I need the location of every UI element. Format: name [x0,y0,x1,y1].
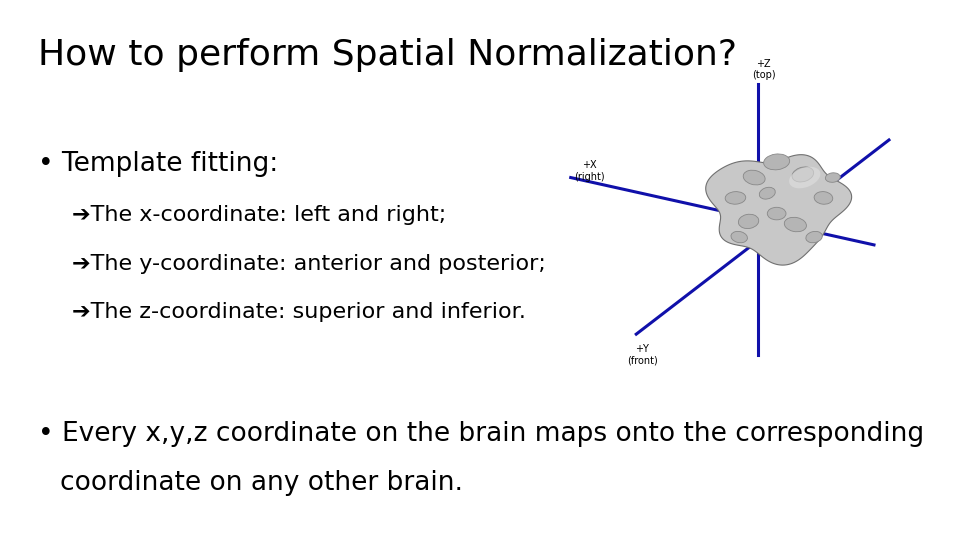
Polygon shape [706,154,852,265]
Ellipse shape [814,192,832,204]
Ellipse shape [731,231,748,243]
Text: • Template fitting:: • Template fitting: [38,151,278,177]
Text: coordinate on any other brain.: coordinate on any other brain. [60,470,463,496]
Ellipse shape [725,192,746,204]
Text: ➔The z-coordinate: superior and inferior.: ➔The z-coordinate: superior and inferior… [72,302,526,322]
Text: ➔The x-coordinate: left and right;: ➔The x-coordinate: left and right; [72,205,446,225]
Ellipse shape [743,170,765,185]
Ellipse shape [767,207,786,220]
Ellipse shape [759,187,776,199]
Ellipse shape [826,173,840,183]
Ellipse shape [792,167,814,182]
Ellipse shape [789,167,821,188]
Ellipse shape [805,231,823,243]
Text: +X
(right): +X (right) [574,160,605,182]
Text: • Every x,y,z coordinate on the brain maps onto the corresponding: • Every x,y,z coordinate on the brain ma… [38,421,924,447]
Ellipse shape [738,214,758,228]
Text: +Y
(front): +Y (front) [627,343,658,365]
Text: ➔The y-coordinate: anterior and posterior;: ➔The y-coordinate: anterior and posterio… [72,254,546,274]
Ellipse shape [763,154,790,170]
Text: +Z
(top): +Z (top) [752,59,776,80]
Ellipse shape [784,217,806,232]
Text: How to perform Spatial Normalization?: How to perform Spatial Normalization? [38,38,737,72]
